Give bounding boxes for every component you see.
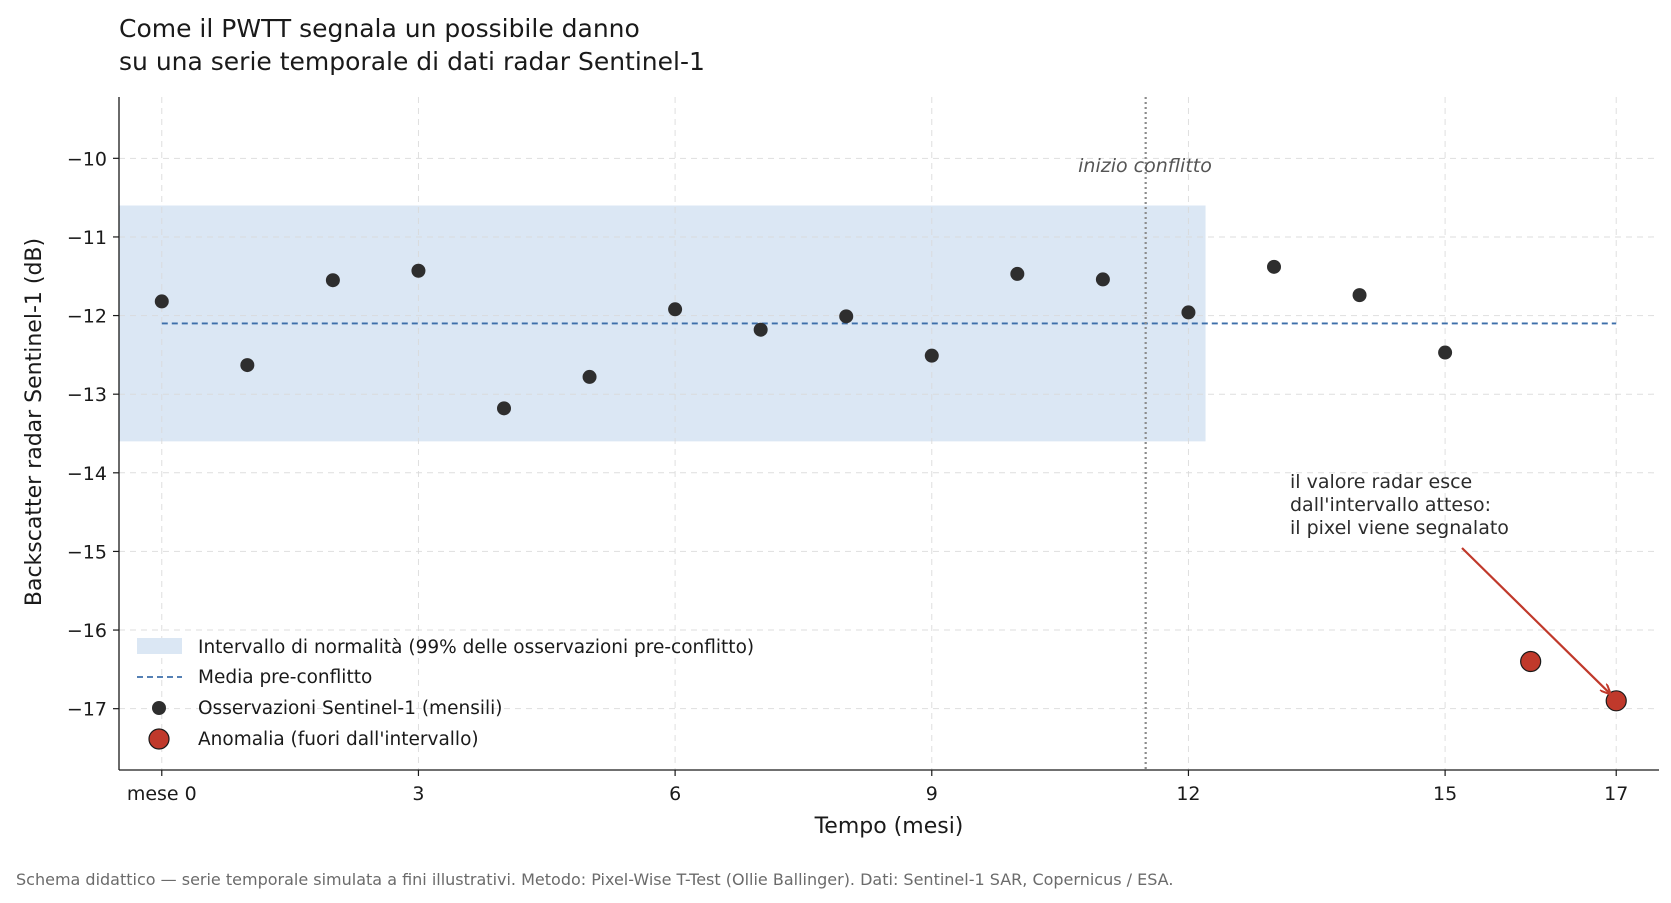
x-tick-label: 3 [412, 783, 424, 805]
x-tick-label: 15 [1433, 783, 1457, 805]
observation-point [1181, 305, 1196, 320]
observation-point [1095, 272, 1110, 287]
legend-label-observations: Osservazioni Sentinel-1 (mensili) [198, 698, 502, 719]
legend-label-anomaly: Anomalia (fuori dall'intervallo) [198, 729, 479, 750]
x-tick-label: 17 [1604, 783, 1628, 805]
y-tick-label: −16 [67, 620, 107, 642]
legend-swatch-anomaly [148, 728, 170, 750]
legend: Intervallo di normalità (99% delle osser… [137, 637, 754, 750]
points-layer [154, 259, 1627, 712]
observation-point [1010, 266, 1025, 281]
x-tick-label: 6 [669, 783, 681, 805]
observation-point [582, 369, 597, 384]
tick-layer: mese 0 3 6 9 12 15 17 −10 −11 −12 −13 −14 −15 −16 −17 [67, 148, 1628, 805]
observation-point [924, 348, 939, 363]
y-tick-label: −12 [67, 306, 107, 328]
observation-point [1438, 345, 1453, 360]
legend-swatch-band [137, 638, 182, 654]
legend-label-mean: Media pre-conflitto [198, 667, 372, 688]
x-tick-label: 9 [926, 783, 938, 805]
observation-point [1352, 288, 1367, 303]
observation-point [411, 263, 426, 278]
observation-point [240, 358, 255, 373]
observation-point [839, 309, 854, 324]
observation-point [668, 302, 683, 317]
y-tick-label: −13 [67, 384, 107, 406]
annotation-line-1: il valore radar esce [1290, 471, 1472, 493]
anomaly-point [1520, 650, 1542, 673]
footnote: Schema didattico — serie temporale simul… [16, 870, 1173, 889]
y-tick-label: −10 [67, 148, 107, 170]
observation-point [1267, 259, 1281, 274]
observation-point [753, 322, 768, 337]
grid-layer [119, 97, 1659, 770]
x-tick-label: 12 [1176, 783, 1200, 805]
x-tick-label: mese 0 [127, 783, 197, 805]
observation-point [325, 273, 340, 288]
annotation-line-3: il pixel viene segnalato [1290, 517, 1509, 539]
y-tick-label: −15 [67, 541, 107, 563]
annotation: il valore radar esce dall'intervallo att… [1290, 471, 1610, 694]
y-tick-label: −17 [67, 699, 107, 721]
observation-point [497, 401, 511, 416]
legend-label-band: Intervallo di normalità (99% delle osser… [198, 637, 754, 658]
y-axis-title: Backscatter radar Sentinel-1 (dB) [22, 238, 47, 606]
event-label: inizio conflitto [1078, 155, 1212, 177]
chart-title-line-1: Come il PWTT segnala un possibile danno [119, 14, 640, 43]
legend-swatch-observations [152, 701, 166, 715]
observation-point [154, 294, 169, 309]
annotation-arrow [1461, 547, 1610, 694]
x-axis-title: Tempo (mesi) [814, 814, 964, 839]
chart-title-line-2: su una serie temporale di dati radar Sen… [119, 47, 705, 76]
annotation-line-2: dall'intervallo atteso: [1290, 494, 1491, 516]
y-tick-label: −11 [67, 227, 107, 249]
y-tick-label: −14 [67, 463, 107, 485]
